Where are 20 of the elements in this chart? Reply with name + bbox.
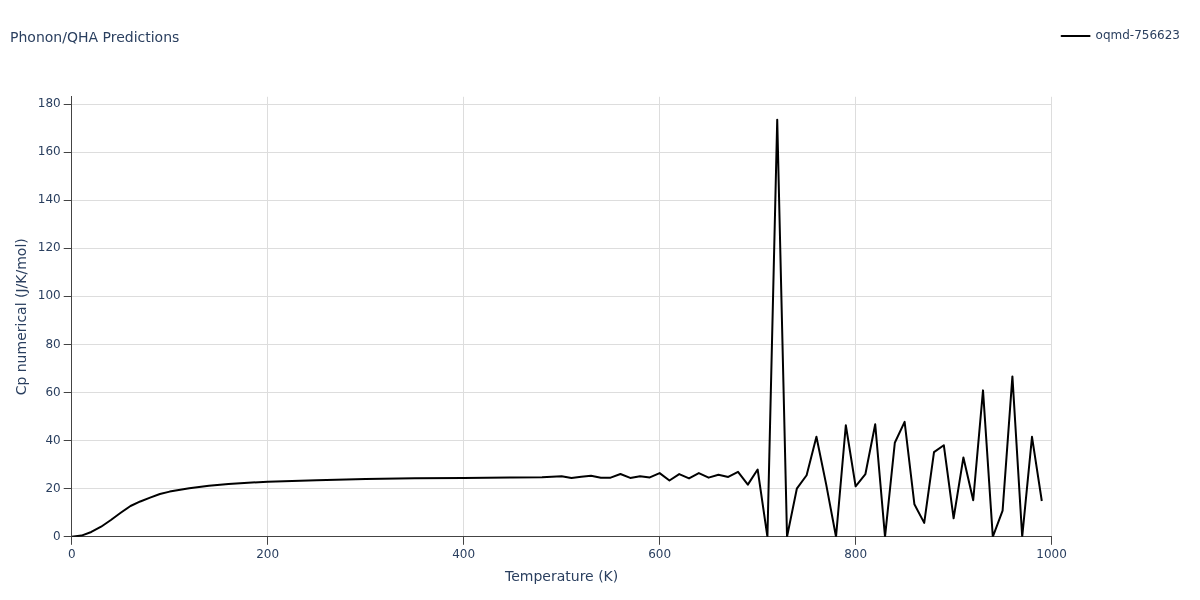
y-tick-label: 180	[37, 96, 61, 111]
y-tick-label: 160	[37, 144, 61, 159]
x-axis-title: Temperature (K)	[504, 568, 619, 585]
x-tick-label: 0	[67, 547, 76, 562]
y-tick-label: 120	[37, 240, 61, 255]
legend-label: oqmd-756623	[1095, 28, 1180, 43]
x-tick-label: 800	[844, 547, 868, 562]
x-tick-label: 400	[452, 547, 476, 562]
x-tick-label: 200	[256, 547, 280, 562]
y-tick-label: 60	[45, 384, 61, 399]
y-tick-label: 40	[45, 432, 61, 447]
y-tick-label: 100	[37, 288, 61, 303]
x-tick-label: 600	[648, 547, 672, 562]
y-tick-label: 0	[53, 528, 61, 543]
x-tick-label: 1000	[1036, 547, 1067, 562]
y-tick-label: 80	[45, 336, 61, 351]
y-axis-title: Cp numerical (J/K/mol)	[13, 238, 30, 396]
y-tick-label: 20	[45, 480, 61, 495]
chart-title: Phonon/QHA Predictions	[10, 29, 180, 46]
y-tick-label: 140	[37, 192, 61, 207]
